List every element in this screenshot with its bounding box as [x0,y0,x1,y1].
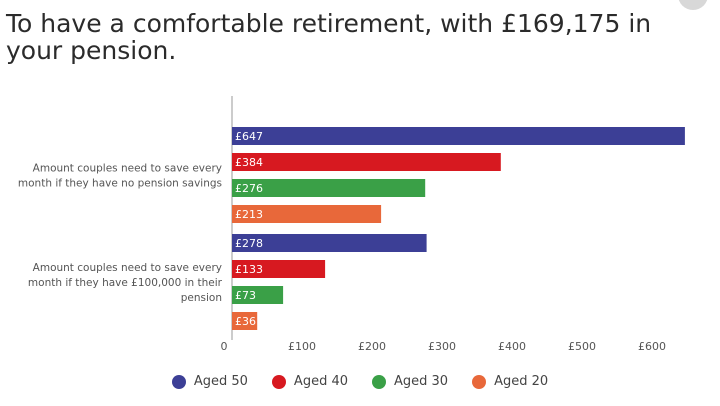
legend-label: Aged 30 [394,374,449,389]
bar-chart: 0 £100 £200 £300 £400 £500 £600 Amount couples … [18,96,685,353]
data-label: £133 [235,263,263,276]
chart-legend: Aged 50 Aged 40 Aged 30 Aged 20 [0,374,720,389]
x-tick-label: £200 [358,340,386,353]
legend-item: Aged 20 [472,374,548,389]
bar [232,153,501,171]
x-tick-label: 0 [221,340,228,353]
data-label: £36 [235,315,256,328]
x-tick-label: £100 [288,340,316,353]
legend-swatch [372,374,386,389]
data-label: £384 [235,156,263,169]
legend-item: Aged 30 [372,374,448,389]
legend-swatch [472,374,487,389]
bar [232,260,326,278]
data-label: £213 [235,208,263,221]
x-tick-label: £500 [568,340,596,353]
legend-swatch [171,374,186,389]
data-label: £276 [235,182,263,195]
data-label: £647 [235,130,263,143]
legend-label: Aged 50 [193,374,248,389]
data-label: £73 [235,289,256,302]
category-label: month if they have £100,000 in their [28,277,223,289]
bar [232,127,685,145]
data-label: £278 [235,237,263,250]
chart-title: To have a comfortable retirement, with £… [6,9,652,65]
category-label: Amount couples need to save every [33,163,222,175]
category-label: Amount couples need to save every [33,262,222,274]
bar [232,234,427,252]
x-tick-label: £300 [428,340,456,353]
category-label: pension [181,292,222,304]
bar [232,312,258,330]
legend-label: Aged 40 [293,374,348,389]
bar [232,179,426,197]
legend-swatch [271,374,286,389]
x-tick-label: £600 [638,340,666,353]
bar [232,286,284,304]
legend-item: Aged 40 [271,374,348,389]
bar [232,205,382,223]
legend-label: Aged 20 [494,374,549,389]
category-label: month if they have no pension savings [18,178,222,190]
x-tick-label: £400 [498,340,526,353]
legend-item: Aged 50 [171,374,248,389]
corner-decoration [678,0,708,10]
